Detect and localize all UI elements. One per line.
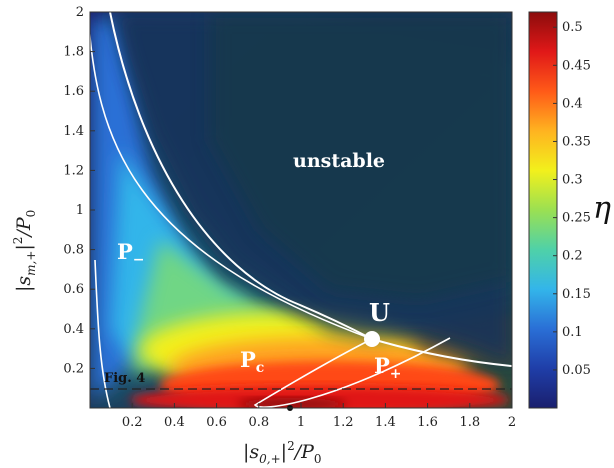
p-plus-label-sub: + bbox=[390, 366, 402, 382]
colorbar-tick-label: 0.1 bbox=[562, 325, 583, 340]
p-c-label: Pc bbox=[240, 347, 264, 376]
p-c-label-sub: c bbox=[256, 360, 265, 376]
colorbar-tick-label: 0.4 bbox=[562, 96, 583, 111]
x-tick-label: 1.6 bbox=[417, 415, 438, 430]
p-minus-branch-curve bbox=[90, 28, 373, 340]
p-minus-label-sub: − bbox=[133, 252, 145, 268]
x-axis-title: |s0,+|2/P0 bbox=[243, 439, 322, 466]
x-axis-title-pre: |s bbox=[243, 441, 259, 463]
y-axis-ticks: 0.2 0.4 0.6 0.8 1 1.2 1.4 1.6 1.8 2 bbox=[63, 5, 95, 376]
y-tick-label: 1 bbox=[76, 203, 84, 218]
x-tick-label: 2 bbox=[508, 415, 516, 430]
p-plus-label: P+ bbox=[374, 353, 402, 382]
x-axis-title-mid: | bbox=[281, 441, 287, 463]
y-tick-label: 0.4 bbox=[63, 322, 84, 337]
x-axis-ticks: 0.2 0.4 0.6 0.8 1 1.2 1.4 1.6 1.8 2 bbox=[122, 403, 516, 430]
y-tick-label: 0.2 bbox=[63, 361, 84, 376]
x-tick-label: 0.2 bbox=[122, 415, 143, 430]
stability-boundary-curve bbox=[109, 12, 512, 367]
y-tick-label: 1.8 bbox=[63, 45, 84, 60]
colorbar-ticks: 0.05 0.1 0.15 0.2 0.25 0.3 0.35 0.4 0.45 0.5 bbox=[553, 20, 591, 378]
p-plus-label-main: P bbox=[374, 353, 390, 378]
x-tick-label: 1.8 bbox=[459, 415, 480, 430]
x-tick-label: 1 bbox=[297, 415, 305, 430]
point-u-marker bbox=[364, 331, 380, 347]
u-label: U bbox=[369, 298, 390, 327]
y-axis-title-pre: |s bbox=[13, 276, 35, 292]
curves bbox=[90, 12, 512, 408]
colorbar bbox=[528, 11, 558, 409]
p-minus-left-leg-curve bbox=[94, 259, 111, 408]
y-axis-title: |sm,+|2/P0 bbox=[11, 210, 38, 292]
x-axis-title-sub2: 0 bbox=[314, 452, 322, 466]
colorbar-tick-label: 0.45 bbox=[562, 58, 591, 73]
x-tick-label: 1.2 bbox=[333, 415, 354, 430]
y-axis-title-sup: 2 bbox=[11, 237, 25, 245]
upper-dark-region-dark-core bbox=[210, 12, 512, 300]
y-tick-label: 2 bbox=[76, 5, 84, 20]
y-axis-title-sub2: 0 bbox=[24, 210, 38, 218]
x-axis-title-post: /P bbox=[293, 441, 315, 463]
x-tick-label: 0.4 bbox=[164, 415, 185, 430]
y-axis-title-sub: m,+ bbox=[24, 251, 38, 276]
x-tick-label: 1.4 bbox=[375, 415, 396, 430]
p-minus-label: P− bbox=[117, 239, 145, 268]
y-tick-label: 1.6 bbox=[63, 84, 84, 99]
x-axis-title-sub: 0,+ bbox=[259, 452, 281, 466]
y-tick-label: 1.2 bbox=[63, 163, 84, 178]
colorbar-tick-label: 0.15 bbox=[562, 287, 591, 302]
x-tick-label: 0.6 bbox=[206, 415, 227, 430]
y-axis-title-post: /P bbox=[13, 216, 35, 238]
x-axis-title-sup: 2 bbox=[287, 439, 295, 453]
colorbar-tick-label: 0.35 bbox=[562, 134, 591, 149]
colorbar-tick-label: 0.3 bbox=[562, 173, 583, 188]
y-axis-title-mid: | bbox=[13, 244, 35, 250]
y-tick-label: 0.8 bbox=[63, 243, 84, 258]
colorbar-tick-label: 0.5 bbox=[562, 20, 583, 35]
unstable-label: unstable bbox=[293, 150, 385, 172]
x-tick-label: 0.8 bbox=[248, 415, 269, 430]
p-c-label-main: P bbox=[240, 347, 256, 372]
p-minus-label-main: P bbox=[117, 239, 133, 264]
p-c-loop-curve bbox=[253, 337, 451, 408]
fig4-label: Fig. 4 bbox=[104, 371, 145, 386]
colorbar-label: η bbox=[593, 191, 611, 226]
y-tick-label: 1.4 bbox=[63, 124, 84, 139]
colorbar-tick-label: 0.2 bbox=[562, 249, 583, 264]
colorbar-tick-label: 0.05 bbox=[562, 363, 591, 378]
colorbar-tick-label: 0.25 bbox=[562, 211, 591, 226]
heatmap bbox=[90, 12, 512, 408]
heatmap-field-red bbox=[130, 386, 510, 408]
y-tick-label: 0.6 bbox=[63, 282, 84, 297]
